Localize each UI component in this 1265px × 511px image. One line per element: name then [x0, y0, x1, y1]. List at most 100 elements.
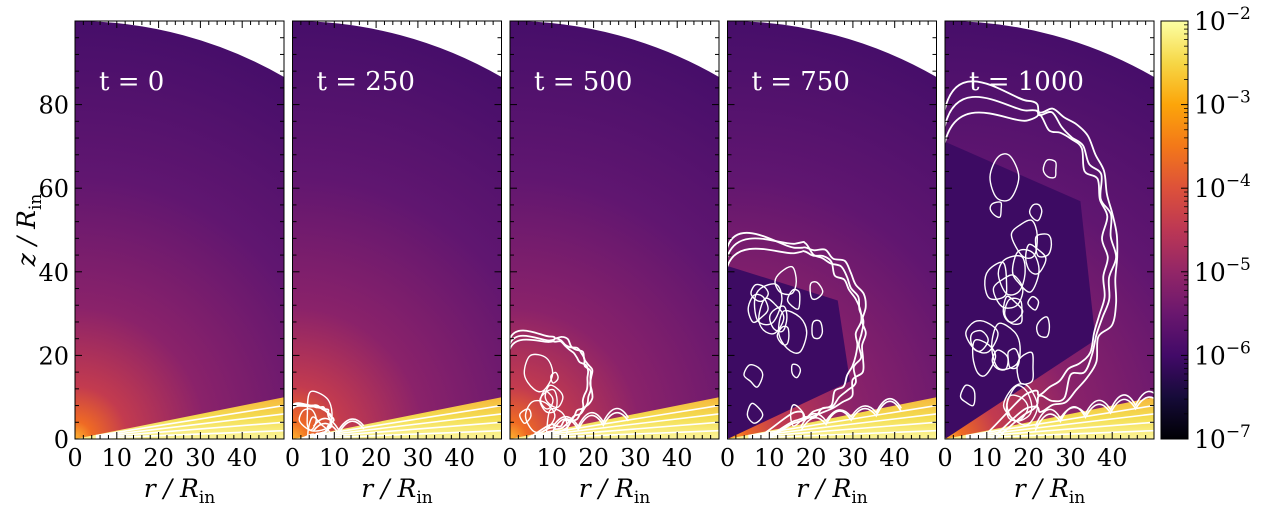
- bubble-outer-contour: [945, 80, 1119, 439]
- y-axis-label-sub: in: [26, 194, 46, 210]
- x-axis-label: r / Rin: [144, 474, 216, 508]
- x-tick-label: 20: [1013, 444, 1044, 472]
- colorbar-tick-exponent: −2: [1226, 4, 1251, 24]
- bubble-inner-contour: [1007, 347, 1021, 370]
- bubble-inner-contour: [959, 384, 976, 407]
- time-label: t = 0: [99, 67, 164, 97]
- bubble-outer-contour: [727, 247, 863, 439]
- disk-surface-wave: [552, 407, 630, 428]
- bubble-inner-contour: [790, 363, 802, 379]
- time-label: t = 750: [752, 67, 850, 97]
- x-tick-label: 30: [1055, 444, 1086, 472]
- bubble-inner-contour: [789, 404, 806, 427]
- bubble-inner-contour: [1005, 394, 1029, 422]
- disk: [292, 397, 502, 439]
- ticks: [509, 20, 720, 440]
- x-tick-label: 0: [937, 444, 952, 472]
- bubble-inner-contour: [753, 283, 783, 326]
- x-axis-label-main: r / R: [144, 474, 199, 503]
- bubble-inner-contour: [298, 408, 318, 431]
- bubble-interior: [727, 265, 850, 439]
- bubble-contours: [727, 232, 867, 439]
- bubble-outer-contour: [945, 96, 1118, 439]
- bubble-inner-contour: [1011, 248, 1040, 293]
- x-tick-label: 30: [185, 444, 216, 472]
- ticks: [292, 20, 502, 440]
- disk-contour-line: [95, 429, 284, 439]
- ticks: [74, 20, 285, 440]
- x-tick-label: 10: [102, 444, 133, 472]
- bubble-inner-contour: [758, 297, 785, 335]
- x-tick-label: 40: [662, 444, 693, 472]
- bubble-inner-contour: [519, 408, 532, 425]
- bubble-inner-contour: [991, 349, 1009, 371]
- bubble-inner-contour: [989, 201, 1003, 218]
- colorbar-tick-label: 10−2: [1194, 4, 1251, 36]
- panel-250: 0 10 20 30 40 r / Rin t = 250: [285, 20, 502, 508]
- bubble-outer-contour: [727, 237, 865, 439]
- svg-text:z / Rin: z / Rin: [12, 194, 46, 268]
- disk: [510, 397, 719, 439]
- colorbar-tick-base: 10: [1194, 91, 1226, 120]
- outer-boundary-mask: [75, 21, 284, 78]
- disk-contour-line: [748, 413, 937, 438]
- x-axis-label-sub: in: [416, 488, 432, 508]
- bubble-inner-contour: [1024, 243, 1047, 275]
- bubble-outer-contour: [727, 232, 867, 439]
- x-axis-label: r / Rin: [1014, 474, 1086, 508]
- panel-plot-area: [292, 21, 502, 439]
- disk-surface-waves: [312, 417, 365, 435]
- y-axis-label-main: z / R: [12, 210, 41, 267]
- bubble-outer-contour: [945, 111, 1109, 439]
- colorbar-tick-exponent: −5: [1226, 255, 1251, 275]
- colorbar-tick-base: 10: [1194, 7, 1226, 36]
- panel-500: 0 10 20 30 40 r / Rin t = 500: [502, 20, 720, 508]
- panel-plot-area: [510, 21, 719, 439]
- disk-contour-line: [95, 413, 284, 438]
- disk-contour-line: [95, 421, 284, 439]
- x-tick-label: 0: [67, 444, 82, 472]
- density-map: [510, 21, 719, 439]
- bubble-inner-contour: [965, 320, 999, 354]
- disk-surface-waves: [1034, 390, 1154, 431]
- bubble-contours: [292, 390, 335, 439]
- y-tick-label: 60: [38, 175, 69, 203]
- bubble-inner-contour: [1028, 203, 1043, 222]
- bubble-inner-contour: [811, 319, 824, 340]
- bubble-inner-contour: [1003, 297, 1023, 326]
- x-axis-label: r / Rin: [796, 474, 868, 508]
- disk: [945, 397, 1154, 439]
- density-map: [75, 21, 284, 439]
- panel-frame: [74, 20, 285, 440]
- panel-plot-area: [75, 21, 284, 439]
- x-axis-label-sub: in: [634, 488, 650, 508]
- x-tick-label: 40: [444, 444, 475, 472]
- disk-contour-line: [313, 413, 502, 438]
- x-axis-label: r / Rin: [579, 474, 651, 508]
- x-tick-label: 30: [403, 444, 434, 472]
- colorbar-tick-exponent: −7: [1226, 422, 1251, 442]
- bubble-inner-contour: [1042, 158, 1057, 179]
- panel-1000: 0 10 20 30 40 r / Rin t = 1000: [937, 20, 1155, 508]
- bubble-inner-contour: [1006, 384, 1033, 423]
- bubble-outer-contour: [510, 338, 590, 439]
- disk-surface-wave: [800, 398, 902, 427]
- density-map: [292, 21, 502, 439]
- x-tick-label: 10: [537, 444, 568, 472]
- disk: [727, 397, 937, 439]
- disk-surface-wave: [1034, 390, 1154, 427]
- x-axis-label-main: r / R: [579, 474, 634, 503]
- bubble-inner-contour: [306, 390, 333, 432]
- bubble-inner-contour: [743, 363, 764, 388]
- bubble-inner-contour: [1035, 316, 1051, 339]
- x-tick-label: 20: [143, 444, 174, 472]
- bubble-contours: [945, 80, 1119, 439]
- x-tick-label: 30: [838, 444, 869, 472]
- bubble-inner-contour: [523, 353, 554, 393]
- colorbar-tick-label: 10−3: [1194, 88, 1251, 120]
- x-tick-label: 20: [578, 444, 609, 472]
- disk-surface-waves: [552, 407, 630, 432]
- colorbar-tick-base: 10: [1194, 341, 1226, 370]
